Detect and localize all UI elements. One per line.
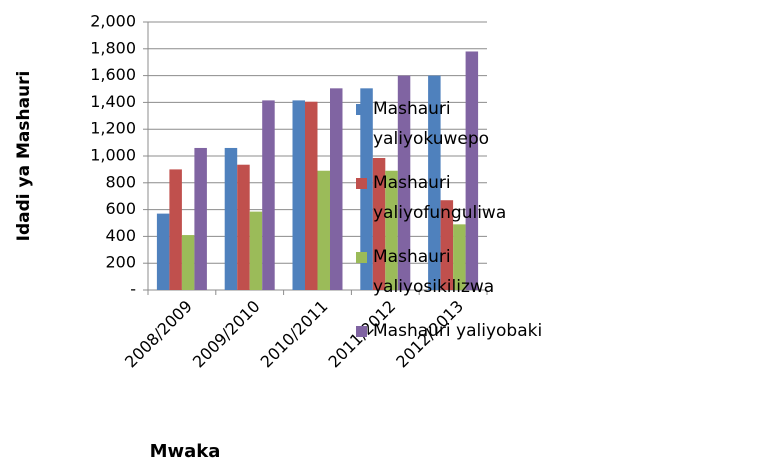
y-tick-label: 1,800 xyxy=(90,38,136,57)
bar xyxy=(249,211,263,290)
legend-swatch xyxy=(356,326,367,337)
legend-item: Mashauri yaliyofunguliwa xyxy=(356,168,546,228)
y-tick-label: 200 xyxy=(105,253,136,272)
bar xyxy=(330,88,343,290)
bar xyxy=(453,224,466,290)
legend-label: Mashauri yaliyobaki xyxy=(373,321,543,341)
bar xyxy=(237,164,250,290)
y-tick-label: 2,000 xyxy=(90,12,136,31)
legend-item: Mashauri yaliyosikilizwa xyxy=(356,242,546,302)
legend-swatch xyxy=(356,252,367,263)
legend-item: Mashauri yaliyobaki xyxy=(356,316,546,346)
y-tick-label: - xyxy=(130,280,136,299)
bar xyxy=(440,200,454,290)
bar xyxy=(224,147,238,290)
bar xyxy=(428,75,441,290)
bar xyxy=(317,170,330,290)
x-tick-label: 2009/2010 xyxy=(189,297,264,372)
y-tick-label: 400 xyxy=(105,226,136,245)
y-axis-title: Idadi ya Mashauri xyxy=(14,71,34,242)
y-tick-label: 1,200 xyxy=(90,119,136,138)
x-axis-title: Mwaka xyxy=(150,441,221,462)
legend-label: Mashauri yaliyosikilizwa xyxy=(373,247,495,297)
bar xyxy=(262,100,275,290)
bar xyxy=(181,235,195,290)
bar xyxy=(305,101,318,290)
legend-label: Mashauri yaliyofunguliwa xyxy=(373,173,507,223)
legend-swatch xyxy=(356,104,367,115)
bar xyxy=(169,169,182,290)
legend-swatch xyxy=(356,178,367,189)
bar xyxy=(397,75,411,290)
y-tick-label: 1,600 xyxy=(90,65,136,84)
y-tick-label: 800 xyxy=(105,172,136,191)
legend-label: Mashauri yaliyokuwepo xyxy=(373,99,490,149)
bar xyxy=(292,100,305,290)
bar xyxy=(156,213,170,290)
bar xyxy=(465,51,479,291)
bar xyxy=(385,170,398,290)
x-tick-label: 2008/2009 xyxy=(121,297,196,372)
bar xyxy=(194,147,207,290)
bar xyxy=(360,88,373,290)
bar xyxy=(372,158,386,290)
y-tick-label: 1,400 xyxy=(90,92,136,111)
legend-item: Mashauri yaliyokuwepo xyxy=(356,94,546,154)
legend: Mashauri yaliyokuwepo Mashauri yaliyofung… xyxy=(356,94,546,360)
x-tick-label: 2010/2011 xyxy=(257,297,332,372)
y-tick-label: 1,000 xyxy=(90,146,136,165)
y-tick-label: 600 xyxy=(105,199,136,218)
